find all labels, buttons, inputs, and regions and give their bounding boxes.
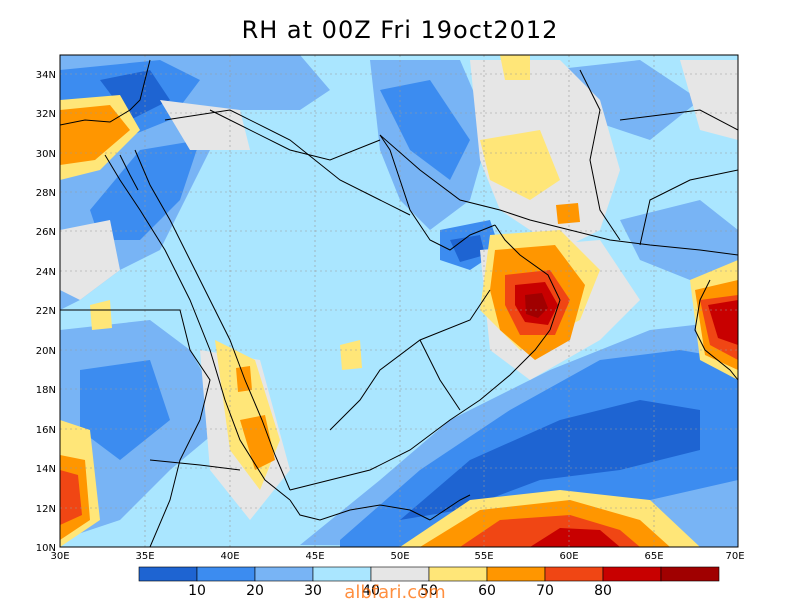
lon-label: 60E [559, 551, 578, 562]
lat-label: 12N [36, 504, 56, 515]
lon-label: 55E [474, 551, 493, 562]
colorbar-label: 80 [594, 583, 612, 599]
map-frame [59, 54, 739, 548]
map-title: RH at 00Z Fri 19oct2012 [241, 16, 559, 44]
rh-region-50 [60, 220, 120, 300]
colorbar-label: 50 [420, 583, 438, 599]
rh-region-60 [500, 55, 530, 80]
lat-label: 30N [36, 149, 56, 160]
colorbar-label: 40 [362, 583, 380, 599]
colorbar-label: 60 [478, 583, 496, 599]
rh-region-80 [60, 470, 82, 525]
colorbar-swatch [254, 566, 314, 582]
lat-label: 24N [36, 267, 56, 278]
rh-region-20 [80, 360, 170, 460]
colorbar-swatch [138, 566, 198, 582]
lat-axis: 34N 32N 30N 28N 26N 24N 22N 20N 18N 16N … [36, 70, 56, 554]
lat-label: 26N [36, 227, 56, 238]
rh-region-60 [90, 300, 112, 330]
rh-region-30 [620, 200, 738, 290]
rh-region-10 [400, 400, 700, 520]
rh-region-10 [100, 70, 170, 120]
rh-region-30 [550, 60, 700, 140]
lon-label: 45E [305, 551, 324, 562]
colorbar-swatch [486, 566, 546, 582]
grid-lines [60, 55, 738, 547]
rh-region-10 [450, 235, 485, 262]
rh-region-70 [556, 203, 580, 224]
lat-label: 32N [36, 109, 56, 120]
rh-region-90 [708, 300, 738, 345]
rh-region-100 [525, 293, 548, 318]
rh-region-50 [160, 100, 250, 150]
colorbar-swatch [312, 566, 372, 582]
colorbar-label: 20 [246, 583, 264, 599]
lon-label: 40E [220, 551, 239, 562]
colorbar-label: 10 [188, 583, 206, 599]
lat-label: 14N [36, 464, 56, 475]
lon-label: 35E [135, 551, 154, 562]
lat-label: 20N [36, 346, 56, 357]
lon-label: 30E [50, 551, 69, 562]
colorbar: 10 20 30 40 50 60 70 80 [138, 566, 720, 599]
rh-region-70 [236, 366, 252, 392]
colorbar-swatch [196, 566, 256, 582]
colorbar-swatches [138, 566, 720, 582]
lat-label: 22N [36, 306, 56, 317]
rh-region-50 [680, 60, 738, 140]
rh-region-60 [340, 340, 362, 370]
lon-axis: 30E 35E 40E 45E 50E 55E 60E 65E 70E [50, 551, 744, 562]
colorbar-swatch [428, 566, 488, 582]
lat-label: 28N [36, 188, 56, 199]
watermark: albfari.com [344, 582, 445, 600]
colorbar-label: 70 [536, 583, 554, 599]
colorbar-swatch [370, 566, 430, 582]
lon-label: 50E [390, 551, 409, 562]
lat-label: 16N [36, 425, 56, 436]
rh-region-60 [480, 130, 560, 200]
lon-label: 65E [644, 551, 663, 562]
lat-label: 18N [36, 385, 56, 396]
coastlines-and-borders [60, 59, 738, 547]
lat-label: 34N [36, 70, 56, 81]
lat-label: 10N [36, 543, 56, 554]
colorbar-swatch [602, 566, 662, 582]
lon-label: 70E [725, 551, 744, 562]
rh-region-90 [530, 528, 620, 547]
rh-region-20 [380, 80, 470, 180]
colorbar-swatch [544, 566, 604, 582]
colorbar-swatch [660, 566, 720, 582]
rh-field [60, 55, 738, 547]
colorbar-label: 30 [304, 583, 322, 599]
